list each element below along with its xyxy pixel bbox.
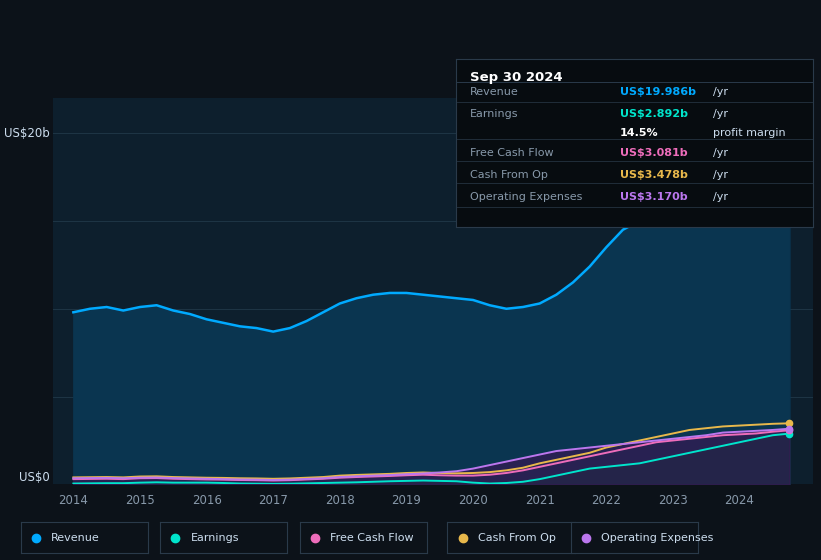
Text: /yr: /yr [713,170,727,180]
Text: US$0: US$0 [19,472,49,484]
Text: 14.5%: 14.5% [620,128,658,138]
Text: /yr: /yr [713,148,727,158]
Text: /yr: /yr [713,192,727,202]
Text: US$2.892b: US$2.892b [620,109,688,119]
Text: Free Cash Flow: Free Cash Flow [470,148,553,158]
Text: US$3.170b: US$3.170b [620,192,687,202]
Text: US$19.986b: US$19.986b [620,87,696,97]
Text: Sep 30 2024: Sep 30 2024 [470,71,562,83]
Text: /yr: /yr [713,109,727,119]
Text: Cash From Op: Cash From Op [478,533,556,543]
Text: Revenue: Revenue [470,87,519,97]
Text: Earnings: Earnings [190,533,239,543]
Text: US$3.081b: US$3.081b [620,148,687,158]
Text: Operating Expenses: Operating Expenses [470,192,582,202]
Text: /yr: /yr [713,87,727,97]
Text: Operating Expenses: Operating Expenses [601,533,713,543]
Text: Free Cash Flow: Free Cash Flow [330,533,414,543]
Text: Revenue: Revenue [51,533,100,543]
Text: US$20b: US$20b [4,127,49,139]
Text: Cash From Op: Cash From Op [470,170,548,180]
Text: US$3.478b: US$3.478b [620,170,688,180]
Text: Earnings: Earnings [470,109,518,119]
Text: profit margin: profit margin [713,128,786,138]
